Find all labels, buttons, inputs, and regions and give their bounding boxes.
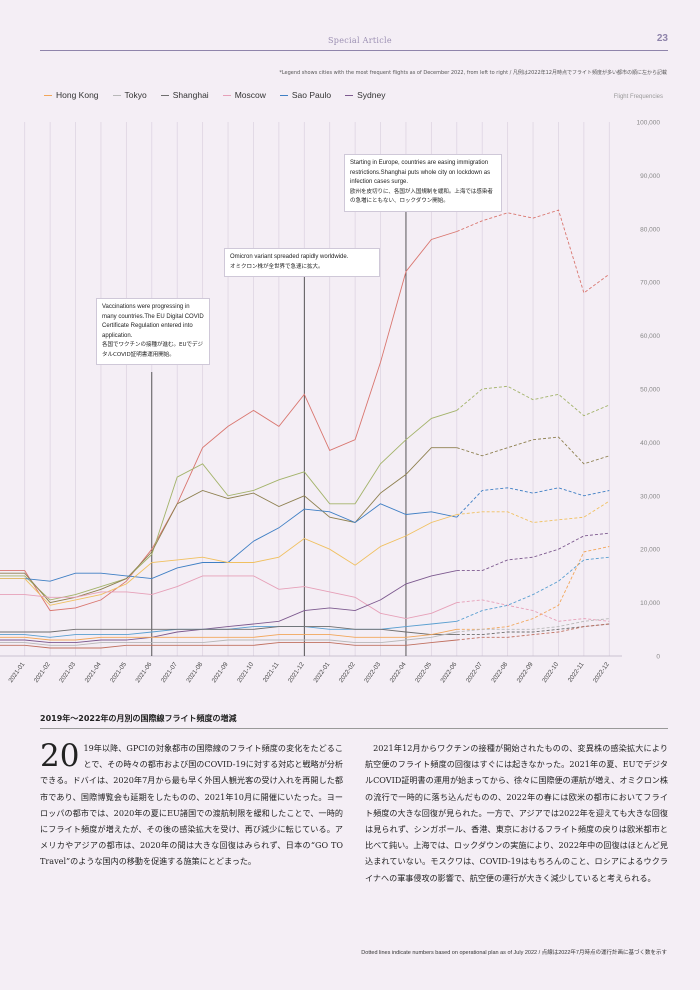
annotation-text-en: Vaccinations were progressing in many co… (102, 304, 204, 339)
x-tick-label: 2022-06 (439, 661, 458, 684)
series-line-projected (456, 385, 610, 417)
legend-item-tokyo: Tokyo (112, 90, 147, 100)
series-line-projected (456, 436, 610, 465)
series-line-projected (456, 623, 610, 636)
x-tick-label: 2021-07 (160, 661, 179, 684)
series-line-projected (456, 209, 610, 294)
series-line-projected (456, 599, 610, 622)
annotation-text-ja: 欧州を皮切りに、各国が入国規制を緩和。上海では感染者の急増にともない、ロックダウ… (350, 188, 493, 205)
series-line-projected (456, 532, 610, 572)
x-tick-label: 2021-10 (236, 661, 255, 684)
legend-swatch (112, 94, 121, 96)
legend-swatch (222, 94, 231, 96)
footnote: Dotted lines indicate numbers based on o… (361, 950, 667, 956)
x-tick-label: 2022-03 (363, 661, 382, 684)
series-line-solid (0, 639, 457, 649)
series-line-projected (456, 623, 610, 641)
x-tick-label: 2021-01 (7, 661, 26, 684)
article-body: 20 19年以降、GPCIの対象都市の国際線のフライト頻度の変化をたどることで、そ… (40, 740, 668, 886)
annotation-text-en: Starting in Europe, countries are easing… (350, 160, 491, 185)
legend-swatch (345, 94, 354, 96)
y-tick-label: 90,000 (640, 173, 660, 180)
caption-divider (40, 728, 668, 729)
section-header: Special Article (328, 36, 392, 45)
annotation-omicron: Omicron variant spreaded rapidly worldwi… (224, 248, 380, 277)
x-tick-label: 2022-01 (312, 661, 331, 684)
x-tick-label: 2022-05 (414, 661, 433, 684)
y-tick-label: 60,000 (640, 333, 660, 340)
legend-label: Hong Kong (56, 90, 99, 100)
article-paragraph-1: 20 19年以降、GPCIの対象都市の国際線のフライト頻度の変化をたどることで、そ… (40, 740, 343, 870)
y-tick-label: 50,000 (640, 387, 660, 394)
article-paragraph-2: 2021年12月からワクチンの接種が開始されたものの、変異株の感染拡大により航空… (365, 743, 668, 883)
legend-item-sao-paulo: Sao Paulo (279, 90, 332, 100)
x-tick-label: 2022-09 (516, 661, 535, 684)
series-line-projected (456, 556, 610, 622)
y-axis-title: Flight Frequencies (613, 94, 663, 100)
legend-swatch (44, 94, 52, 96)
page-number: 23 (656, 33, 668, 44)
x-tick-label: 2021-12 (287, 661, 306, 684)
series-line-solid (0, 626, 457, 636)
legend-label: Shanghai (172, 90, 209, 100)
legend-item-shanghai: Shanghai (160, 90, 209, 100)
series-line-solid (0, 570, 457, 644)
y-tick-label: 0 (656, 654, 660, 661)
x-tick-label: 2022-07 (465, 661, 484, 684)
legend-label: Tokyo (124, 90, 147, 100)
legend-item-hong-kong: Hong Kong (44, 90, 99, 100)
series-line-solid (0, 575, 457, 620)
annotation-text-ja: オミクロン株が全世界で急速に拡大。 (230, 263, 324, 270)
x-tick-label: 2021-03 (58, 661, 77, 684)
legend-item-moscow: Moscow (222, 90, 266, 100)
legend-swatch (160, 94, 169, 96)
y-tick-label: 80,000 (640, 226, 660, 233)
series-line-projected (456, 500, 610, 523)
x-tick-label: 2021-09 (211, 661, 230, 684)
y-tick-label: 70,000 (640, 280, 660, 287)
series-line-projected (456, 487, 610, 518)
header-divider (40, 50, 668, 51)
series-line-solid (0, 409, 457, 601)
series-line-solid (0, 514, 457, 606)
x-tick-label: 2022-10 (541, 661, 560, 684)
annotation-text-en: Omicron variant spreaded rapidly worldwi… (230, 254, 349, 260)
series-line-solid (0, 231, 457, 612)
x-tick-label: 2022-02 (338, 661, 357, 684)
legend-label: Moscow (234, 90, 266, 100)
x-tick-label: 2021-04 (84, 661, 103, 684)
x-tick-label: 2022-12 (592, 661, 611, 684)
annotation-text-ja: 各国でワクチンの接種が進む。EUでデジタルCOVID証明書運用開始。 (102, 342, 204, 358)
y-tick-label: 10,000 (640, 600, 660, 607)
x-tick-label: 2021-08 (185, 661, 204, 684)
annotation-europe-easing: Starting in Europe, countries are easing… (344, 154, 502, 212)
x-tick-label: 2021-06 (134, 661, 153, 684)
legend-item-sydney: Sydney (345, 90, 385, 100)
y-tick-label: 40,000 (640, 440, 660, 447)
series-line-projected (456, 618, 610, 633)
y-tick-label: 30,000 (640, 493, 660, 500)
paragraph-text: 19年以降、GPCIの対象都市の国際線のフライト頻度の変化をたどることで、その時… (40, 743, 343, 867)
chart-legend: Hong Kong Tokyo Shanghai Moscow Sao Paul… (44, 90, 385, 100)
x-tick-label: 2022-08 (490, 661, 509, 684)
x-tick-label: 2021-05 (109, 661, 128, 684)
x-tick-label: 2022-04 (389, 661, 408, 684)
chart-caption: 2019年～2022年の月別の国際線フライト頻度の増減 (40, 714, 237, 723)
series-line-solid (0, 631, 457, 646)
x-tick-label: 2021-02 (33, 661, 52, 684)
legend-note: *Legend shows cities with the most frequ… (279, 70, 667, 76)
series-line-solid (0, 628, 457, 641)
drop-cap: 20 (40, 738, 80, 774)
legend-swatch (279, 94, 288, 96)
y-tick-label: 20,000 (640, 547, 660, 554)
annotation-vaccination: Vaccinations were progressing in many co… (96, 298, 210, 365)
y-tick-label: 100,000 (637, 120, 661, 127)
legend-label: Sydney (357, 90, 386, 100)
x-tick-label: 2022-11 (567, 661, 586, 684)
legend-label: Sao Paulo (291, 90, 332, 100)
x-tick-label: 2021-11 (262, 661, 281, 684)
